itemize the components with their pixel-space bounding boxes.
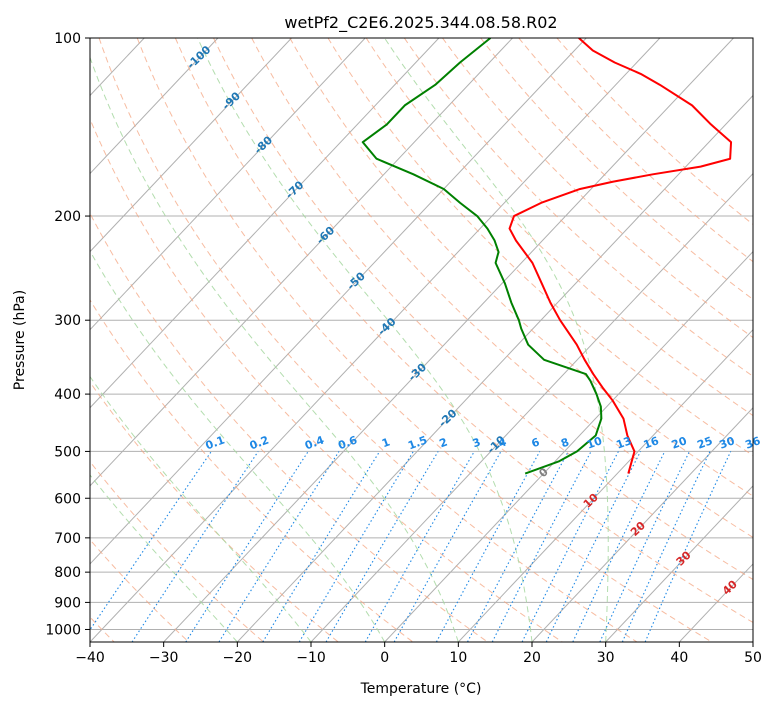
isotherm-line xyxy=(90,38,513,487)
dewpoint-profile-line xyxy=(361,38,603,475)
mixing-ratio-line xyxy=(262,451,381,642)
y-tick-label: 400 xyxy=(54,387,81,403)
chart-title: wetPf2_C2E6.2025.344.08.58.R02 xyxy=(284,13,557,33)
mixing-ratio-line xyxy=(90,451,212,631)
y-tick-label: 800 xyxy=(54,565,81,581)
mixing-ratio-label: 8 xyxy=(559,436,571,451)
mixing-ratio-label: 0.1 xyxy=(204,434,227,453)
mixing-ratio-label: 13 xyxy=(614,434,633,451)
moist-adiabat-line xyxy=(90,375,312,642)
isotherm-line xyxy=(90,38,440,409)
y-tick-label: 600 xyxy=(54,491,81,507)
dry-adiabat-line xyxy=(90,117,563,642)
isotherm-line xyxy=(90,38,661,642)
y-tick-label: 300 xyxy=(54,313,81,329)
isotherm-line xyxy=(605,485,753,642)
dry-adiabat-line xyxy=(136,38,712,642)
x-tick-label: 30 xyxy=(597,650,615,666)
temperature-profile-line xyxy=(508,38,733,474)
dry-adiabat-line xyxy=(365,38,753,417)
mixing-ratio-line xyxy=(435,451,541,642)
x-tick-label: 50 xyxy=(744,650,762,666)
isotherm-line xyxy=(90,38,292,253)
mixing-ratio-label: 4 xyxy=(497,435,509,450)
axis-ticks: −40 −30 −20 −10 0 10 20 30 40 5010020030040050060… xyxy=(45,31,762,666)
mixing-ratio-label: 0.6 xyxy=(336,433,359,452)
mixing-ratio-label: 30 xyxy=(718,434,737,452)
moist-adiabat-line xyxy=(90,249,386,642)
dry-adiabat-line xyxy=(90,460,264,642)
x-tick-label: 20 xyxy=(523,650,541,666)
mixing-ratio-label: 16 xyxy=(642,434,661,452)
mixing-ratio-label: 6 xyxy=(530,435,542,450)
mixing-ratio-label: 2 xyxy=(438,436,450,451)
isotherm-line xyxy=(90,38,366,331)
mixing-ratio-label: 20 xyxy=(670,434,689,452)
x-tick-label: 0 xyxy=(380,650,389,666)
isotherm-line xyxy=(236,94,753,642)
x-axis-label: Temperature (°C) xyxy=(360,681,482,697)
dry-adiabat-line xyxy=(90,299,414,642)
y-tick-label: 700 xyxy=(54,531,81,547)
x-tick-label: −30 xyxy=(149,650,179,666)
y-tick-label: 100 xyxy=(54,31,81,47)
isotherm-line xyxy=(384,250,753,642)
x-tick-label: −10 xyxy=(296,650,326,666)
dry-adiabat-line xyxy=(289,38,753,497)
isotherm-line xyxy=(163,38,734,642)
mixing-ratio-label: 1.5 xyxy=(406,434,429,453)
isotherm-line xyxy=(90,38,587,565)
mixing-ratio-line xyxy=(185,451,309,642)
isotherm-line xyxy=(531,407,753,642)
isotherm-line xyxy=(90,38,219,175)
x-tick-label: 40 xyxy=(670,650,688,666)
mixing-ratio-label: 3 xyxy=(471,436,483,451)
mixing-ratio-label: 0.4 xyxy=(303,433,326,452)
plot-area xyxy=(90,38,753,642)
isotherm-line xyxy=(457,328,753,642)
series-layer xyxy=(361,38,733,475)
y-tick-label: 1000 xyxy=(45,622,81,638)
mixing-ratio-line xyxy=(521,451,619,642)
dry-adiabat-line xyxy=(174,38,753,624)
y-tick-label: 900 xyxy=(54,595,81,611)
mixing-ratio-label: 1 xyxy=(380,436,392,451)
mixing-ratio-line xyxy=(621,451,711,642)
mixing-ratio-line xyxy=(545,451,642,642)
moist-adiabat-line xyxy=(384,38,609,642)
dry-adiabat-line xyxy=(442,38,753,339)
plot-frame xyxy=(89,37,754,643)
mixing-ratio-label: 10 xyxy=(585,434,604,452)
mixing-ratio-line xyxy=(393,451,502,642)
x-tick-label: −40 xyxy=(75,650,105,666)
mixing-ratio-label: 25 xyxy=(696,434,715,451)
y-tick-label: 200 xyxy=(54,209,81,225)
mixing-ratio-line xyxy=(131,451,259,642)
dry-adiabat-line xyxy=(213,38,753,581)
moist-adiabat-line xyxy=(90,56,459,642)
y-axis-label: Pressure (hPa) xyxy=(12,290,28,390)
moist-adiabat-line xyxy=(197,38,533,642)
mixing-ratio-label: 0.2 xyxy=(248,434,271,453)
x-tick-label: 10 xyxy=(449,650,467,666)
x-tick-label: −20 xyxy=(223,650,253,666)
y-tick-label: 500 xyxy=(54,444,81,460)
mixing-ratio-line xyxy=(644,451,732,642)
dry-adiabat-line xyxy=(480,38,753,300)
dry-adiabat-line xyxy=(98,38,638,642)
dry-adiabat-line xyxy=(327,38,753,457)
